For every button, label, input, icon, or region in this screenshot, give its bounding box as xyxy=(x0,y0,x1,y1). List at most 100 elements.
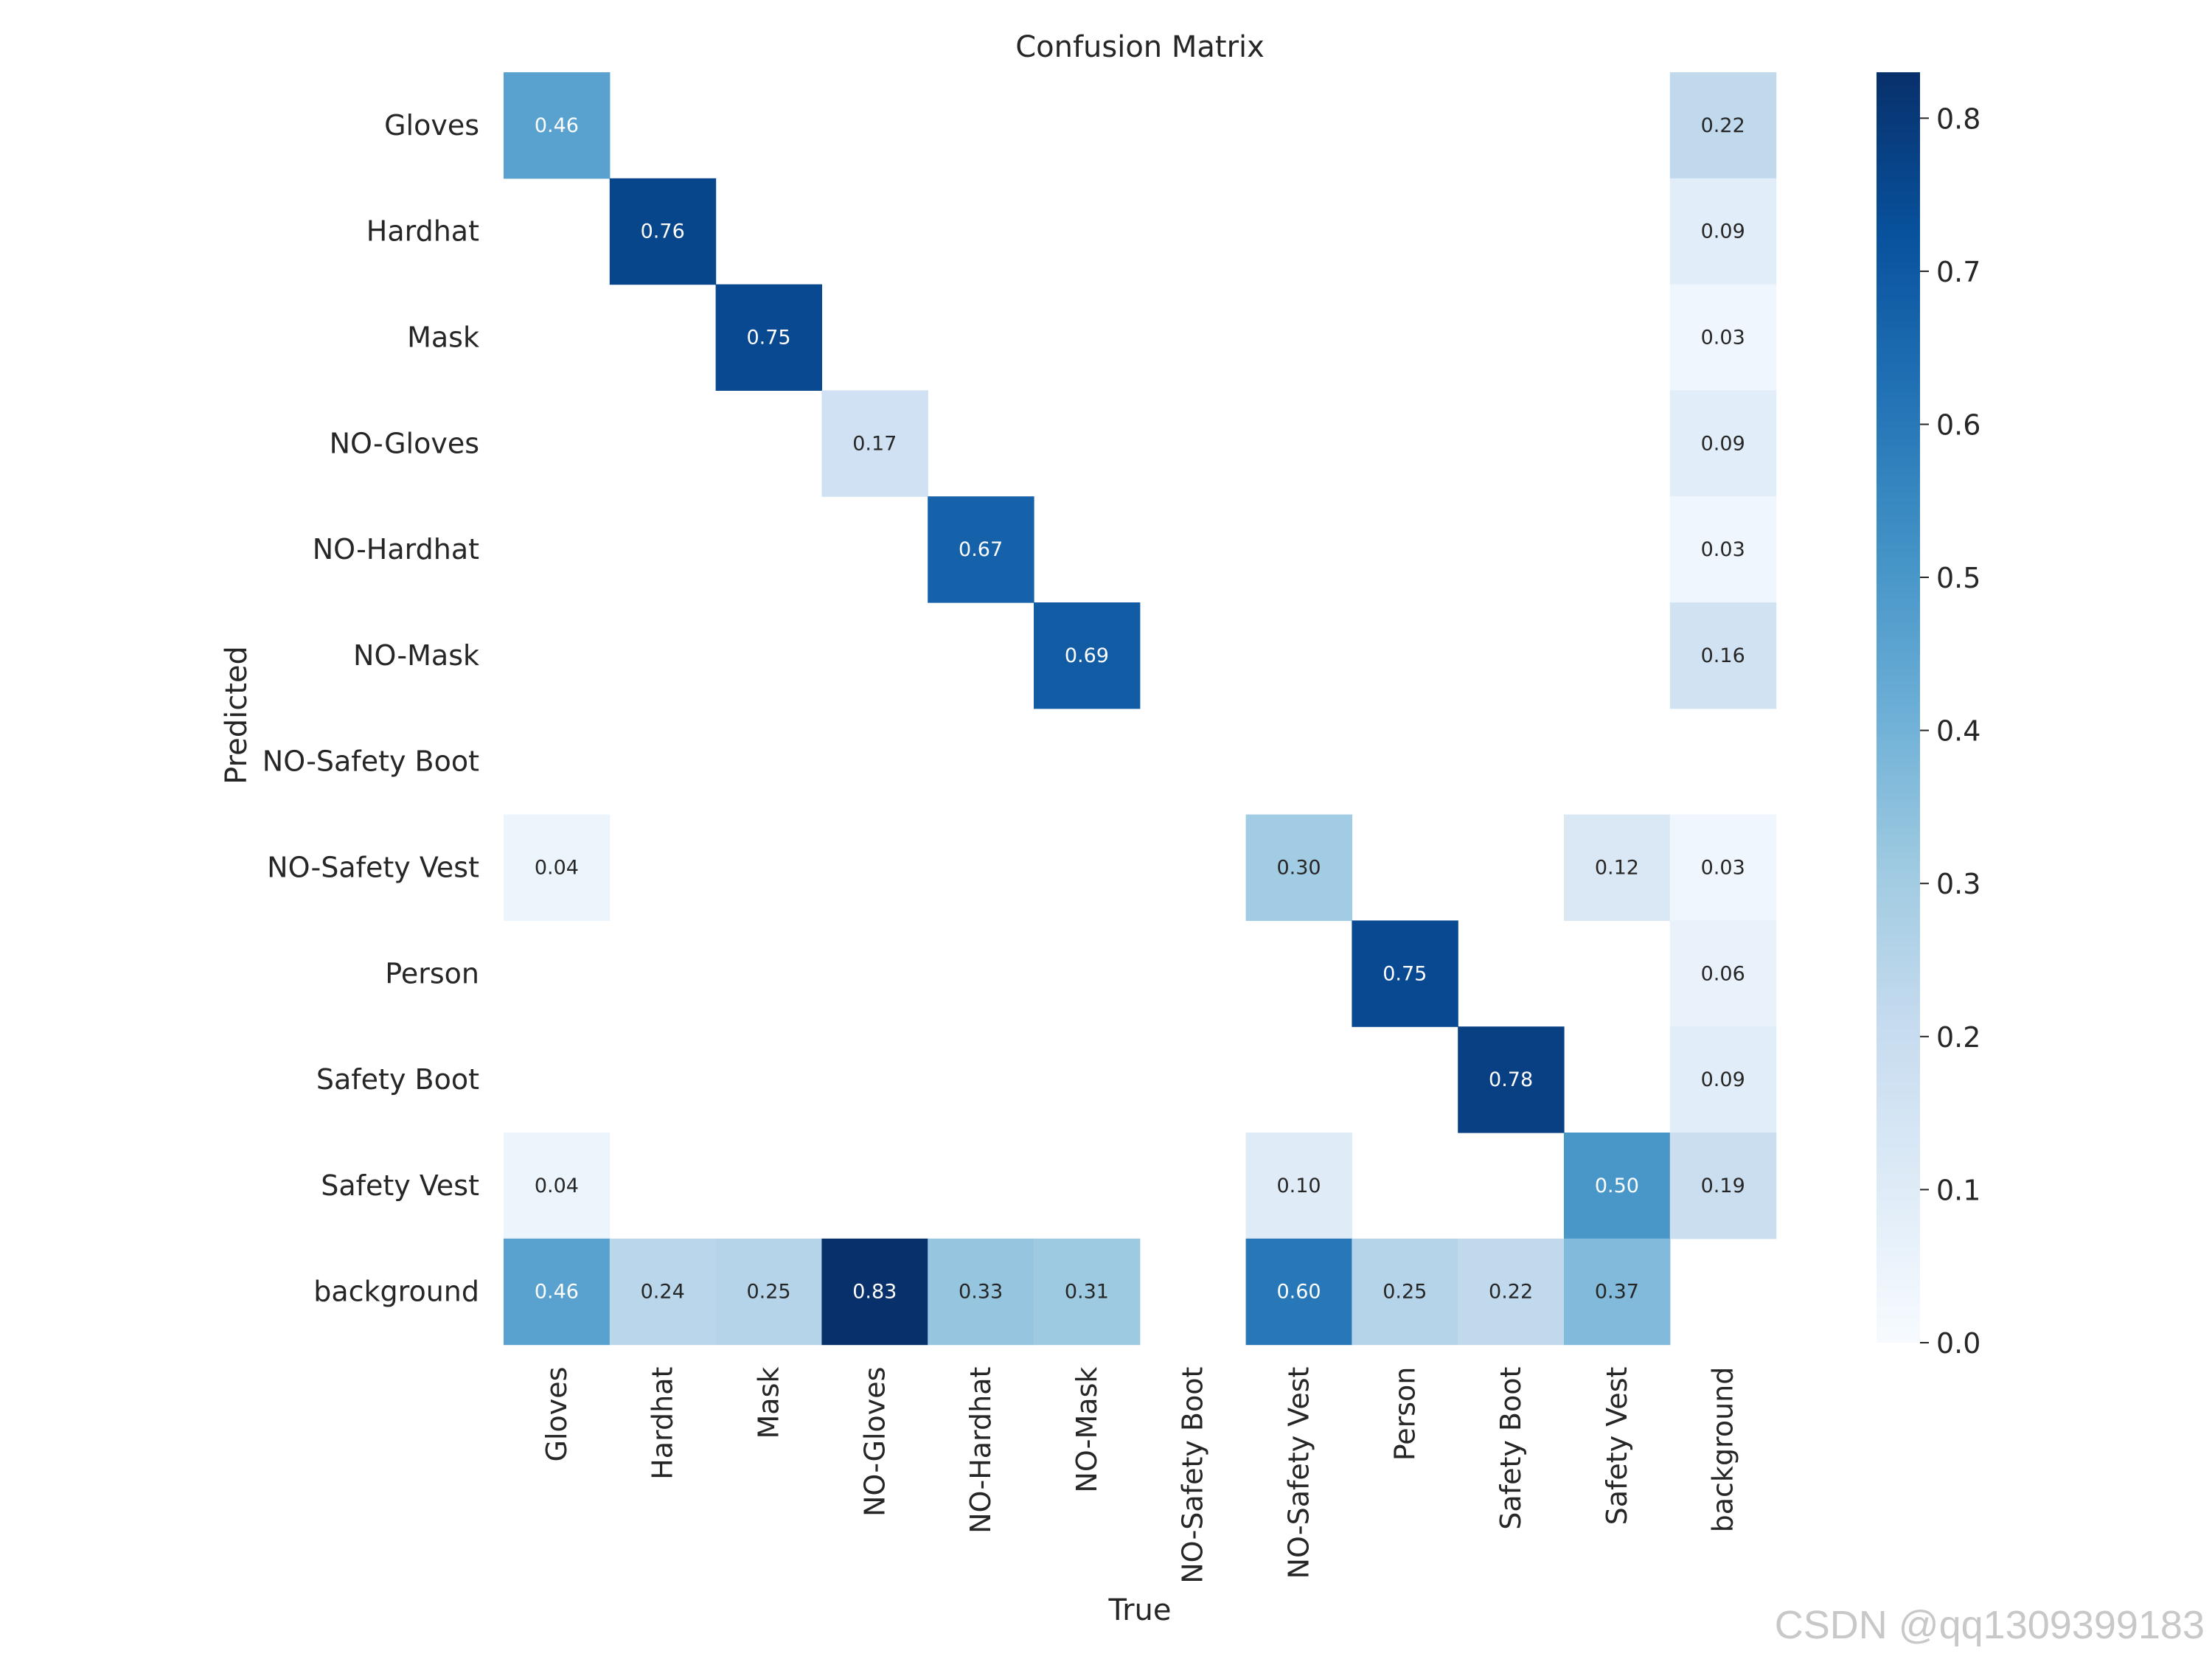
cell-value-label: 0.69 xyxy=(1065,644,1109,667)
y-tick-labels: Gloves Hardhat Mask NO-Gloves NO-Hardhat NO-M… xyxy=(262,109,479,1308)
y-tick-label: background xyxy=(313,1276,479,1308)
heatmap-cell xyxy=(821,390,928,497)
cell-value-label: 0.50 xyxy=(1595,1175,1639,1197)
cell-value-label: 0.25 xyxy=(1382,1281,1427,1304)
cell-value-label: 0.33 xyxy=(959,1281,1003,1304)
heatmap-cell xyxy=(1245,814,1352,921)
cell-value-label: 0.09 xyxy=(1701,220,1745,243)
heatmap-cell xyxy=(1352,920,1458,1027)
heatmap-cell xyxy=(1245,1133,1352,1239)
heatmap-cell xyxy=(715,1238,822,1346)
heatmap-cell xyxy=(1669,1133,1777,1239)
heatmap-cell xyxy=(504,1133,611,1239)
cell-value-label: 0.19 xyxy=(1701,1175,1745,1197)
x-tick-label: NO-Gloves xyxy=(858,1367,891,1517)
heatmap-cell xyxy=(1034,1238,1141,1346)
heatmap-cell xyxy=(1669,920,1777,1027)
colorbar-tick-label: 0.3 xyxy=(1936,868,1980,900)
colorbar-ticks: 0.0 0.1 0.2 0.3 0.4 0.5 0.6 0.7 0.8 xyxy=(1920,102,1980,1360)
heatmap-cell xyxy=(504,72,611,179)
y-tick-label: NO-Mask xyxy=(353,639,479,672)
x-tick-label: Gloves xyxy=(540,1367,573,1462)
x-tick-label: NO-Safety Vest xyxy=(1283,1367,1315,1579)
heatmap-cell xyxy=(1564,1133,1671,1239)
colorbar-tick-label: 0.7 xyxy=(1936,256,1980,288)
cell-value-label: 0.83 xyxy=(852,1281,897,1304)
heatmap-cell xyxy=(1669,602,1777,709)
y-tick-label: NO-Safety Vest xyxy=(267,852,479,884)
y-tick-label: Mask xyxy=(407,321,479,354)
x-tick-label: Person xyxy=(1388,1367,1421,1461)
heatmap-cell xyxy=(1564,1238,1671,1346)
heatmap-cell xyxy=(1564,814,1671,921)
x-tick-label: Hardhat xyxy=(647,1367,679,1480)
x-tick-label: NO-Mask xyxy=(1071,1367,1103,1493)
heatmap-cell xyxy=(821,1238,928,1346)
cell-value-label: 0.37 xyxy=(1595,1281,1639,1304)
watermark: CSDN @qq1309399183 xyxy=(1775,1603,2205,1647)
heatmap-cell xyxy=(504,814,611,921)
x-tick-labels: Gloves Hardhat Mask NO-Gloves NO-Hardhat NO-M… xyxy=(540,1367,1739,1584)
heatmap-cell xyxy=(1669,284,1777,391)
heatmap-cell xyxy=(1669,496,1777,603)
cell-value-label: 0.76 xyxy=(641,220,685,243)
y-tick-label: NO-Safety Boot xyxy=(262,745,479,778)
cell-value-label: 0.31 xyxy=(1065,1281,1109,1304)
heatmap-cell xyxy=(1669,814,1777,921)
heatmap-cell xyxy=(715,284,822,391)
cell-value-label: 0.17 xyxy=(852,432,897,455)
x-axis-label: True xyxy=(1108,1593,1172,1627)
y-axis-label: Predicted xyxy=(220,646,254,785)
heatmap-cell xyxy=(1669,72,1777,179)
x-tick-label: Safety Vest xyxy=(1601,1367,1633,1526)
cell-value-label: 0.75 xyxy=(1382,962,1427,985)
y-tick-label: Hardhat xyxy=(366,215,479,248)
y-tick-label: NO-Hardhat xyxy=(313,533,479,566)
cell-value-label: 0.03 xyxy=(1701,857,1745,880)
cell-value-label: 0.67 xyxy=(959,538,1003,561)
heatmap-cell xyxy=(1352,1238,1458,1346)
cell-value-label: 0.24 xyxy=(641,1281,685,1304)
cell-value-label: 0.06 xyxy=(1701,962,1745,985)
y-tick-label: Safety Boot xyxy=(316,1063,479,1096)
colorbar-tick-label: 0.5 xyxy=(1936,562,1980,594)
colorbar-tick-label: 0.8 xyxy=(1936,102,1980,135)
heatmap-cell xyxy=(609,178,717,285)
cell-value-label: 0.46 xyxy=(535,1281,579,1304)
heatmap-cell-labels: 0.46 0.22 0.76 0.09 0.75 0.03 0.17 0.09 0.67 0.03… xyxy=(535,114,1745,1304)
cell-value-label: 0.22 xyxy=(1489,1281,1533,1304)
cell-value-label: 0.78 xyxy=(1489,1068,1533,1091)
heatmap-cell xyxy=(928,496,1034,603)
cell-value-label: 0.04 xyxy=(535,857,579,880)
cell-value-label: 0.09 xyxy=(1701,1068,1745,1091)
x-tick-label: NO-Hardhat xyxy=(964,1367,997,1534)
heatmap-cell xyxy=(1669,178,1777,285)
cell-value-label: 0.10 xyxy=(1276,1175,1321,1197)
cell-value-label: 0.12 xyxy=(1595,857,1639,880)
heatmap-cell xyxy=(1458,1238,1565,1346)
colorbar-tick-label: 0.0 xyxy=(1936,1327,1980,1360)
cell-value-label: 0.46 xyxy=(535,114,579,137)
y-tick-label: NO-Gloves xyxy=(330,427,479,459)
colorbar-tick-label: 0.2 xyxy=(1936,1021,1980,1054)
colorbar-tick-label: 0.4 xyxy=(1936,715,1980,748)
colorbar xyxy=(1877,72,1920,1343)
chart-title: Confusion Matrix xyxy=(1015,30,1265,64)
cell-value-label: 0.09 xyxy=(1701,432,1745,455)
x-tick-label: NO-Safety Boot xyxy=(1177,1367,1209,1584)
x-tick-label: Mask xyxy=(753,1367,785,1439)
cell-value-label: 0.04 xyxy=(535,1175,579,1197)
cell-value-label: 0.30 xyxy=(1276,857,1321,880)
heatmap-cell xyxy=(1669,1026,1777,1133)
heatmap-cell xyxy=(1245,1238,1352,1346)
cell-value-label: 0.03 xyxy=(1701,538,1745,561)
heatmap-cell xyxy=(928,1238,1034,1346)
colorbar-tick-label: 0.6 xyxy=(1936,409,1980,442)
y-tick-label: Gloves xyxy=(384,109,479,142)
cell-value-label: 0.75 xyxy=(746,327,790,349)
y-tick-label: Person xyxy=(385,957,479,990)
heatmap-cell xyxy=(504,1238,611,1346)
heatmap-cell xyxy=(1034,602,1141,709)
x-tick-label: background xyxy=(1707,1367,1739,1533)
